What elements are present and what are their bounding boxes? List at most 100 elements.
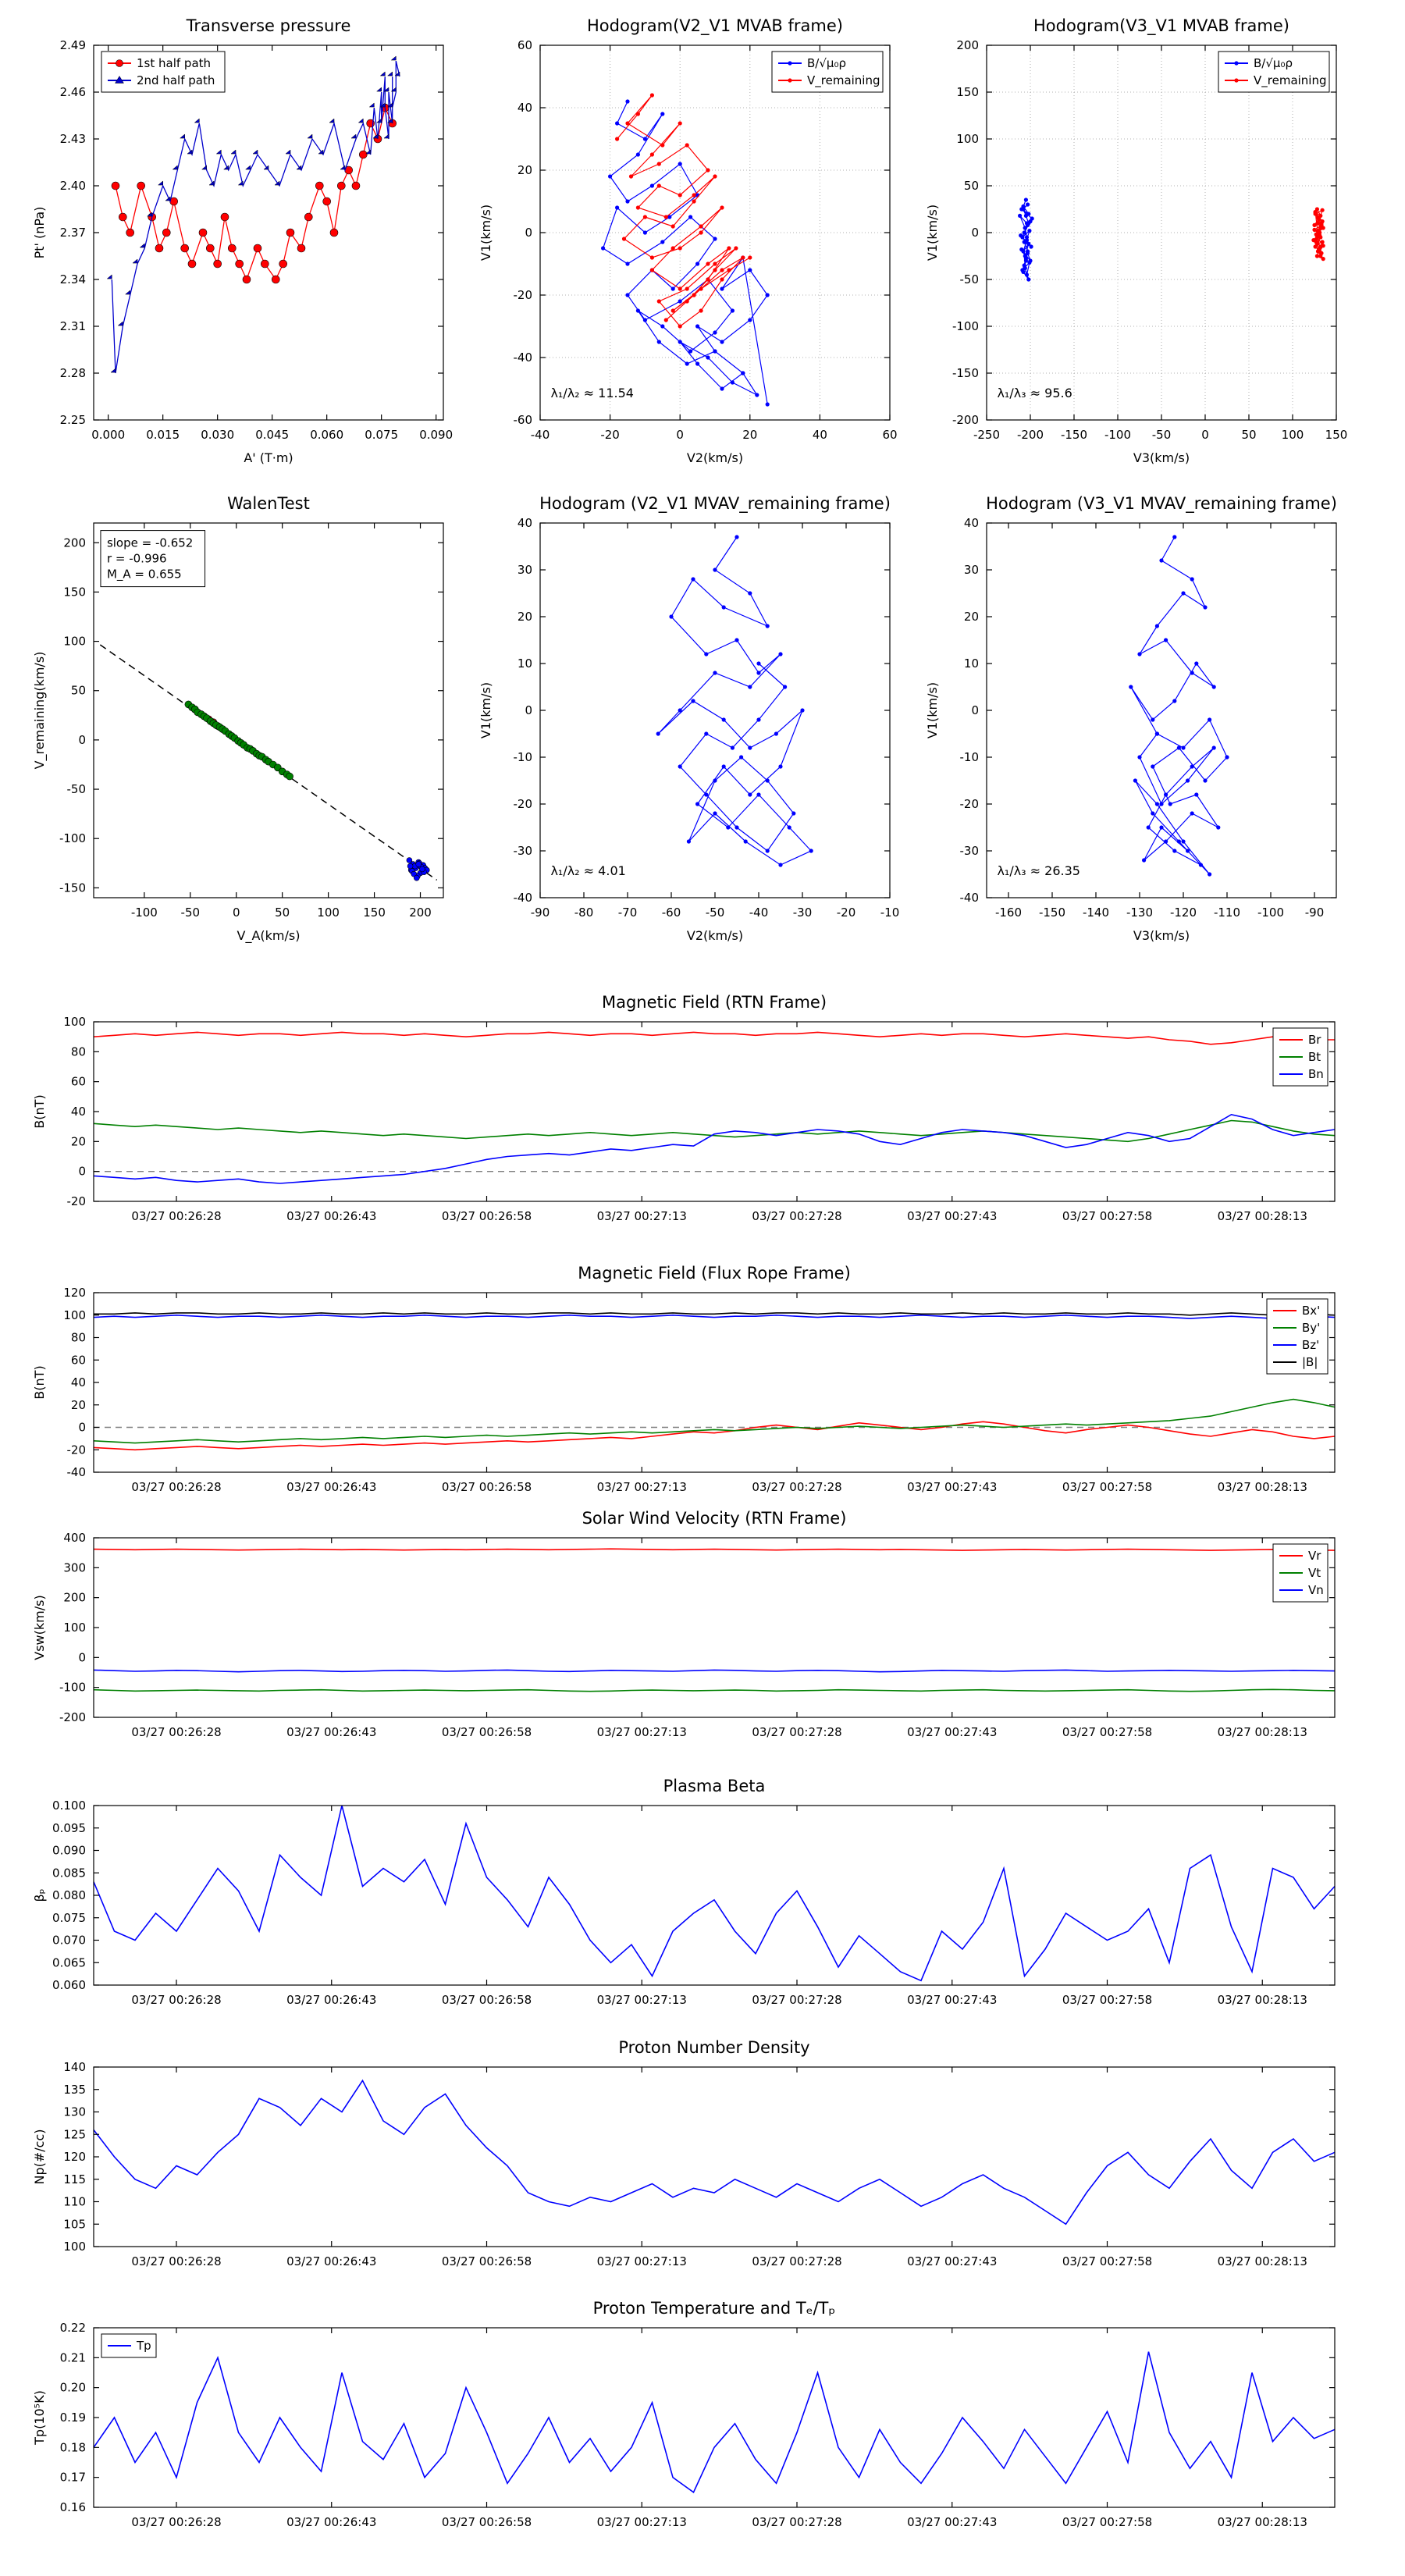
svg-text:03/27 00:28:13: 03/27 00:28:13: [1218, 2254, 1307, 2268]
svg-text:0.16: 0.16: [60, 2500, 86, 2514]
svg-text:-150: -150: [952, 366, 979, 380]
svg-text:03/27 00:27:28: 03/27 00:27:28: [752, 2515, 841, 2529]
svg-text:Bn: Bn: [1308, 1067, 1324, 1081]
svg-text:100: 100: [1282, 428, 1304, 442]
svg-text:λ₁/λ₃ ≈ 26.35: λ₁/λ₃ ≈ 26.35: [997, 863, 1080, 878]
svg-text:V1(km/s): V1(km/s): [478, 682, 493, 738]
svg-text:Transverse pressure: Transverse pressure: [186, 16, 351, 35]
svg-text:0: 0: [78, 1650, 86, 1664]
svg-text:60: 60: [71, 1075, 86, 1089]
svg-text:03/27 00:26:58: 03/27 00:26:58: [442, 1480, 532, 1494]
svg-text:-200: -200: [59, 1710, 86, 1724]
svg-text:0: 0: [78, 1165, 86, 1179]
svg-text:50: 50: [275, 906, 290, 920]
svg-text:-70: -70: [618, 906, 638, 920]
svg-text:-100: -100: [131, 906, 158, 920]
svg-text:Solar Wind Velocity (RTN Frame: Solar Wind Velocity (RTN Frame): [582, 1509, 847, 1528]
svg-text:50: 50: [1241, 428, 1256, 442]
svg-text:-120: -120: [1170, 906, 1197, 920]
chart-plasma-beta: 03/27 00:26:28 03/27 00:26:43 03/27 00:26:…: [16, 1763, 1389, 2036]
svg-text:03/27 00:26:28: 03/27 00:26:28: [131, 2515, 221, 2529]
svg-text:λ₁/λ₂ ≈ 11.54: λ₁/λ₂ ≈ 11.54: [550, 386, 634, 400]
svg-text:03/27 00:26:28: 03/27 00:26:28: [131, 1480, 221, 1494]
svg-text:-140: -140: [1083, 906, 1109, 920]
svg-text:0.20: 0.20: [60, 2381, 86, 2395]
svg-text:-100: -100: [1257, 906, 1284, 920]
svg-text:03/27 00:27:13: 03/27 00:27:13: [597, 1209, 687, 1223]
svg-text:-10: -10: [514, 750, 533, 764]
svg-text:150: 150: [63, 585, 86, 599]
svg-text:0: 0: [525, 703, 532, 717]
svg-text:0.075: 0.075: [365, 428, 398, 442]
svg-text:03/27 00:27:58: 03/27 00:27:58: [1062, 1993, 1152, 2007]
svg-text:0.18: 0.18: [60, 2440, 86, 2454]
chart-proton-number-density: 03/27 00:26:28 03/27 00:26:43 03/27 00:26:…: [16, 2024, 1389, 2297]
chart-magnetic-field-rtn: 03/27 00:26:28 03/27 00:26:43 03/27 00:26:…: [16, 979, 1389, 1252]
svg-text:-130: -130: [1126, 906, 1153, 920]
svg-text:0: 0: [1201, 428, 1209, 442]
svg-text:-30: -30: [960, 844, 980, 858]
svg-text:03/27 00:27:58: 03/27 00:27:58: [1062, 2254, 1152, 2268]
svg-text:03/27 00:26:43: 03/27 00:26:43: [286, 1725, 376, 1739]
svg-text:-10: -10: [960, 750, 980, 764]
svg-text:03/27 00:28:13: 03/27 00:28:13: [1218, 1480, 1307, 1494]
svg-text:B(nT): B(nT): [32, 1365, 47, 1399]
svg-text:0.085: 0.085: [52, 1866, 86, 1880]
svg-text:-40: -40: [514, 350, 533, 365]
svg-text:-110: -110: [1214, 906, 1240, 920]
svg-text:slope = -0.652: slope = -0.652: [107, 536, 193, 550]
svg-text:2.49: 2.49: [60, 38, 86, 52]
svg-text:|B|: |B|: [1302, 1355, 1318, 1369]
svg-text:2.46: 2.46: [60, 85, 86, 99]
svg-text:-40: -40: [531, 428, 550, 442]
svg-text:V3(km/s): V3(km/s): [1133, 450, 1190, 465]
svg-text:20: 20: [518, 163, 532, 177]
svg-text:M_A = 0.655: M_A = 0.655: [107, 568, 182, 582]
svg-text:-30: -30: [793, 906, 813, 920]
chart-magnetic-field-flux-rope: 03/27 00:26:28 03/27 00:26:43 03/27 00:26:…: [16, 1250, 1389, 1523]
svg-text:0.21: 0.21: [60, 2350, 86, 2364]
svg-text:200: 200: [956, 38, 979, 52]
svg-text:2.31: 2.31: [60, 319, 86, 333]
svg-text:400: 400: [63, 1531, 86, 1545]
svg-text:-200: -200: [952, 413, 979, 427]
svg-text:λ₁/λ₂ ≈ 4.01: λ₁/λ₂ ≈ 4.01: [550, 863, 625, 878]
svg-text:Br: Br: [1308, 1033, 1321, 1047]
svg-text:03/27 00:27:43: 03/27 00:27:43: [907, 1725, 997, 1739]
svg-text:80: 80: [71, 1331, 86, 1345]
svg-text:03/27 00:27:58: 03/27 00:27:58: [1062, 1209, 1152, 1223]
svg-text:03/27 00:28:13: 03/27 00:28:13: [1218, 1993, 1307, 2007]
svg-text:0.090: 0.090: [52, 1844, 86, 1858]
svg-text:-50: -50: [706, 906, 725, 920]
svg-text:A' (T·m): A' (T·m): [244, 450, 293, 465]
svg-text:03/27 00:26:43: 03/27 00:26:43: [286, 1993, 376, 2007]
svg-text:0.015: 0.015: [146, 428, 180, 442]
svg-text:150: 150: [1325, 428, 1348, 442]
svg-text:Hodogram(V2_V1 MVAB frame): Hodogram(V2_V1 MVAB frame): [587, 16, 843, 36]
svg-text:Vn: Vn: [1308, 1583, 1324, 1597]
svg-text:0: 0: [78, 733, 86, 747]
svg-text:03/27 00:27:28: 03/27 00:27:28: [752, 1480, 841, 1494]
svg-text:03/27 00:27:28: 03/27 00:27:28: [752, 1993, 841, 2007]
svg-text:Hodogram (V3_V1 MVAV_remaining: Hodogram (V3_V1 MVAV_remaining frame): [986, 494, 1337, 514]
svg-text:100: 100: [317, 906, 340, 920]
svg-text:40: 40: [71, 1375, 86, 1389]
svg-text:Plasma Beta: Plasma Beta: [663, 1777, 766, 1795]
svg-text:-40: -40: [514, 891, 533, 905]
svg-text:B/√μ₀ρ: B/√μ₀ρ: [1254, 56, 1293, 70]
svg-text:-50: -50: [1152, 428, 1172, 442]
svg-text:B(nT): B(nT): [32, 1094, 47, 1128]
svg-text:Bt: Bt: [1308, 1050, 1321, 1064]
svg-text:03/27 00:26:58: 03/27 00:26:58: [442, 2254, 532, 2268]
svg-text:0.060: 0.060: [310, 428, 343, 442]
svg-text:100: 100: [63, 1308, 86, 1322]
svg-text:50: 50: [71, 684, 86, 698]
svg-text:60: 60: [882, 428, 897, 442]
svg-text:200: 200: [63, 1591, 86, 1605]
svg-text:-80: -80: [574, 906, 594, 920]
chart-hodogram-v3v1-mvav: -160 -150 -140 -130 -120 -110 -100 -90 -40 -30 -20…: [909, 482, 1353, 951]
chart-proton-temperature: 03/27 00:26:28 03/27 00:26:43 03/27 00:26:…: [16, 2285, 1389, 2558]
svg-text:120: 120: [63, 2150, 86, 2164]
svg-text:0.090: 0.090: [419, 428, 453, 442]
